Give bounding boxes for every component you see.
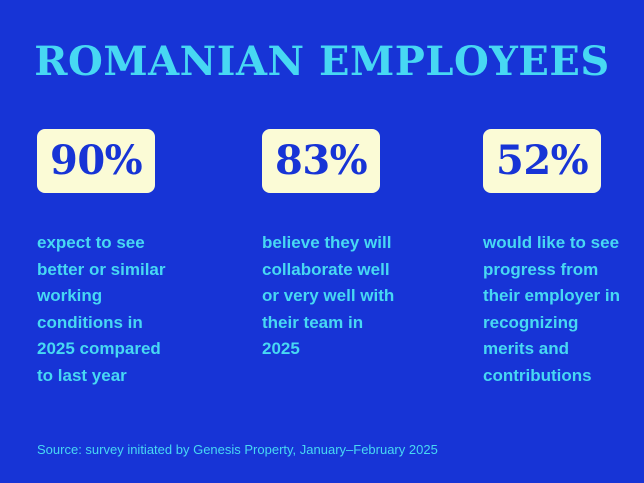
stat-description-line: conditions in [37,312,143,332]
stat-description-line: merits and [483,339,569,359]
stat-description-line: recognizing [483,312,579,332]
stat-description: would like to see progress from their em… [483,230,644,390]
stat-description-line: believe they will [262,233,392,252]
source-note: Source: survey initiated by Genesis Prop… [37,442,438,457]
stat-column-3: 52% would like to see progress from thei… [483,129,644,390]
stat-description-line: collaborate well [262,259,390,279]
stat-value-badge: 83% [262,129,381,193]
stat-description: believe they will collaborate well or ve… [262,230,462,363]
page-title: ROMANIAN EMPLOYEES [34,38,610,85]
stat-description-line: or very well with [262,286,395,306]
stat-description-line: better or similar [37,259,166,279]
stat-description-line: progress from [483,259,599,279]
stat-value-badge: 90% [37,129,156,193]
stat-description-line: would like to see [483,233,620,252]
stat-description-line: 2025 compared [37,339,161,359]
stat-description-line: working [37,286,103,306]
stat-description-line: to last year [37,365,127,385]
stat-description: expect to see better or similar working … [37,230,237,390]
stat-description-line: their team in [262,312,364,332]
stat-column-2: 83% believe they will collaborate well o… [262,129,462,363]
stat-description-line: expect to see [37,233,145,252]
stat-column-1: 90% expect to see better or similar work… [37,129,237,390]
stat-description-line: 2025 [262,339,300,359]
stat-value-badge: 52% [483,129,602,193]
stat-description-line: contributions [483,365,592,385]
stat-description-line: their employer in [483,286,620,306]
